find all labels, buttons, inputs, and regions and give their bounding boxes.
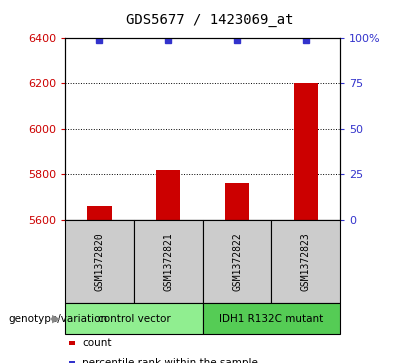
Text: count: count (82, 338, 111, 348)
Text: GDS5677 / 1423069_at: GDS5677 / 1423069_at (126, 13, 294, 27)
Text: control vector: control vector (97, 314, 170, 323)
Text: GSM1372820: GSM1372820 (94, 232, 105, 291)
Text: GSM1372821: GSM1372821 (163, 232, 173, 291)
Text: percentile rank within the sample: percentile rank within the sample (82, 358, 258, 363)
Text: GSM1372822: GSM1372822 (232, 232, 242, 291)
Bar (156, 170, 180, 220)
Bar (225, 183, 249, 220)
Text: IDH1 R132C mutant: IDH1 R132C mutant (219, 314, 323, 323)
Text: genotype/variation: genotype/variation (8, 314, 108, 323)
Text: GSM1372823: GSM1372823 (301, 232, 311, 291)
Text: ▶: ▶ (52, 314, 61, 323)
Bar (294, 83, 318, 220)
Bar (87, 206, 112, 220)
